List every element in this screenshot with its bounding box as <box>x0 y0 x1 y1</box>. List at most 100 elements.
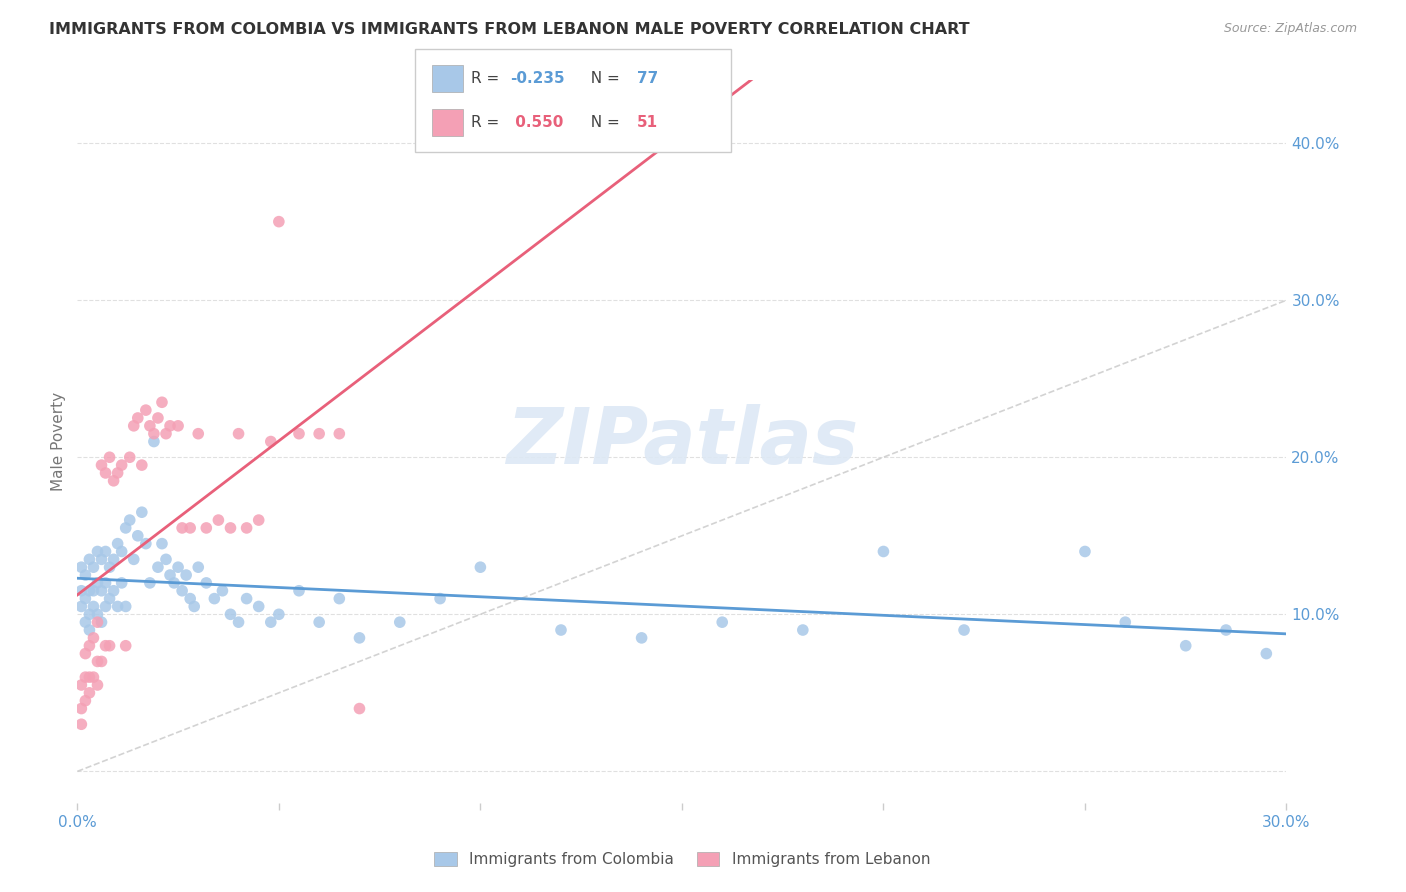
Point <box>70 583 93 598</box>
Point <box>98 450 121 465</box>
Point <box>127 529 149 543</box>
Point <box>211 583 233 598</box>
Point <box>349 701 371 715</box>
Point <box>75 694 97 708</box>
Point <box>429 591 451 606</box>
Point <box>127 411 149 425</box>
Point <box>172 521 194 535</box>
Point <box>195 521 218 535</box>
Point <box>139 575 162 590</box>
Point <box>94 639 117 653</box>
Point <box>79 552 101 566</box>
Point <box>711 615 734 630</box>
Point <box>142 434 165 449</box>
Point <box>79 583 101 598</box>
Point <box>131 458 153 472</box>
Text: -0.235: -0.235 <box>510 71 565 86</box>
Point <box>107 536 129 550</box>
Text: N =: N = <box>581 71 624 86</box>
Point <box>90 615 112 630</box>
Point <box>146 560 169 574</box>
Point <box>98 639 121 653</box>
Point <box>70 678 93 692</box>
Point <box>308 426 330 441</box>
Point <box>122 418 145 433</box>
Point <box>167 418 190 433</box>
Point <box>183 599 205 614</box>
Text: Source: ZipAtlas.com: Source: ZipAtlas.com <box>1223 22 1357 36</box>
Text: N =: N = <box>581 115 624 129</box>
Point <box>90 655 112 669</box>
Point <box>86 615 108 630</box>
Point <box>79 623 101 637</box>
Point <box>75 591 97 606</box>
Point <box>219 521 242 535</box>
Point <box>550 623 572 637</box>
Point <box>82 599 104 614</box>
Y-axis label: Male Poverty: Male Poverty <box>51 392 66 491</box>
Point <box>98 591 121 606</box>
Text: R =: R = <box>471 71 505 86</box>
Point <box>142 426 165 441</box>
Point <box>86 655 108 669</box>
Point <box>179 521 201 535</box>
Point <box>219 607 242 622</box>
Point <box>75 615 97 630</box>
Text: R =: R = <box>471 115 505 129</box>
Point <box>1114 615 1136 630</box>
Point <box>111 458 134 472</box>
Point <box>82 583 104 598</box>
Point <box>247 599 270 614</box>
Point <box>86 575 108 590</box>
Point <box>174 568 197 582</box>
Point <box>150 395 173 409</box>
Point <box>90 458 112 472</box>
Point <box>79 607 101 622</box>
Point <box>114 599 136 614</box>
Point <box>953 623 976 637</box>
Point <box>288 426 311 441</box>
Point <box>308 615 330 630</box>
Point <box>267 214 290 228</box>
Point <box>103 583 125 598</box>
Point <box>155 426 177 441</box>
Point <box>98 560 121 574</box>
Point <box>135 536 157 550</box>
Point <box>75 647 97 661</box>
Text: IMMIGRANTS FROM COLOMBIA VS IMMIGRANTS FROM LEBANON MALE POVERTY CORRELATION CHA: IMMIGRANTS FROM COLOMBIA VS IMMIGRANTS F… <box>49 22 970 37</box>
Point <box>86 607 108 622</box>
Point <box>75 670 97 684</box>
Point <box>79 639 101 653</box>
Point <box>207 513 229 527</box>
Point <box>792 623 814 637</box>
Point <box>70 717 93 731</box>
Point <box>150 536 173 550</box>
Point <box>70 599 93 614</box>
Point <box>179 591 201 606</box>
Point <box>82 670 104 684</box>
Point <box>187 560 209 574</box>
Point <box>111 544 134 558</box>
Point <box>1215 623 1237 637</box>
Point <box>94 599 117 614</box>
Point <box>872 544 894 558</box>
Point <box>159 418 181 433</box>
Point <box>86 678 108 692</box>
Point <box>135 403 157 417</box>
Point <box>228 426 250 441</box>
Legend: Immigrants from Colombia, Immigrants from Lebanon: Immigrants from Colombia, Immigrants fro… <box>426 845 938 875</box>
Text: 0.550: 0.550 <box>510 115 564 129</box>
Point <box>79 686 101 700</box>
Point <box>107 599 129 614</box>
Point <box>82 631 104 645</box>
Point <box>260 434 283 449</box>
Text: ZIPatlas: ZIPatlas <box>506 403 858 480</box>
Point <box>1074 544 1097 558</box>
Point <box>247 513 270 527</box>
Point <box>86 544 108 558</box>
Point <box>163 575 186 590</box>
Point <box>328 591 350 606</box>
Point <box>630 631 652 645</box>
Point <box>107 466 129 480</box>
Point <box>260 615 283 630</box>
